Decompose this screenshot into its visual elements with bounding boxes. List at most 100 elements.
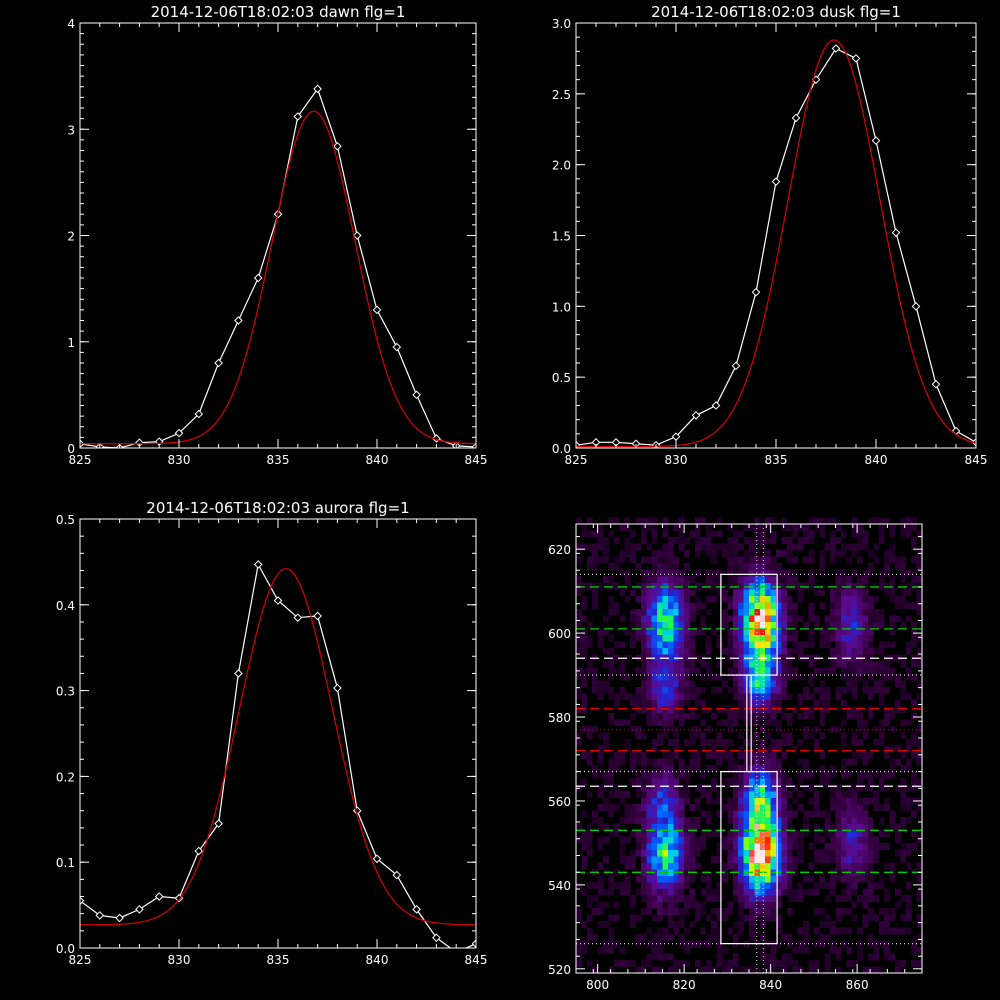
data-point: [771, 177, 781, 186]
data-point: [432, 434, 441, 443]
x-tick-label: 840: [366, 953, 389, 967]
data-line: [80, 562, 476, 948]
plot-area: [80, 84, 476, 448]
line-panel-0: 825 830 835 840 845 0 1 2 3 4 2014-12-06T18:02:03 …: [67, 3, 487, 467]
y-tick-label: 3.0: [552, 17, 571, 31]
y-tick-label: 2.0: [552, 159, 571, 173]
data-point: [731, 361, 741, 371]
data-point: [333, 683, 342, 693]
region-box: [746, 674, 752, 773]
y-tick-label: 0.1: [56, 856, 75, 870]
x-tick-label: 825: [69, 953, 92, 967]
data-point: [194, 409, 204, 419]
data-point: [135, 905, 144, 914]
data-point: [273, 596, 283, 605]
heatmap-cells: [576, 517, 923, 974]
data-point: [471, 939, 476, 948]
plot-frame: [575, 22, 977, 449]
fit-curve: [80, 110, 476, 445]
data-point: [313, 84, 322, 94]
x-tick-label: 845: [965, 453, 988, 467]
y-tick-label: 540: [548, 879, 571, 893]
data-point: [154, 892, 164, 901]
data-point: [372, 305, 382, 315]
y-tick-label: 0.5: [552, 371, 571, 385]
x-tick-label: 835: [765, 453, 788, 467]
data-point: [432, 933, 441, 943]
data-point: [214, 358, 223, 368]
x-tick-label: 860: [846, 978, 869, 992]
data-point: [234, 316, 243, 325]
y-tick-label: 0.5: [56, 513, 75, 527]
x-tick-label: 845: [465, 453, 488, 467]
data-line: [576, 47, 976, 446]
y-tick-label: 620: [548, 543, 571, 557]
x-tick-label: 835: [267, 953, 290, 967]
x-tick-label: 835: [267, 453, 290, 467]
data-point: [871, 136, 881, 145]
y-tick-label: 0.4: [56, 599, 75, 613]
y-tick-label: 1: [67, 336, 75, 350]
fit-curve: [80, 568, 476, 926]
data-point: [372, 854, 382, 864]
data-point: [194, 846, 204, 856]
data-point: [711, 401, 721, 410]
y-tick-label: 2: [67, 230, 75, 244]
y-tick-label: 1.5: [552, 230, 571, 244]
y-tick-label: 3: [67, 123, 75, 137]
data-point: [831, 44, 841, 53]
data-point: [951, 426, 961, 436]
data-point: [392, 342, 402, 352]
y-tick-label: 1.0: [552, 300, 571, 314]
line-panel-1: 825 830 835 840 845 0.0 0.5 1.0 1.5 2.0 2.5 3.0 2014…: [552, 3, 988, 467]
plot-area: [80, 560, 476, 948]
x-tick-label: 800: [586, 978, 609, 992]
y-tick-label: 4: [67, 17, 75, 31]
data-point: [352, 231, 362, 240]
x-tick-label: 840: [366, 453, 389, 467]
data-point: [691, 411, 701, 420]
x-tick-label: 830: [168, 953, 191, 967]
y-tick-label: 560: [548, 795, 571, 809]
data-point: [174, 428, 184, 438]
y-tick-label: 2.5: [552, 88, 571, 102]
line-panel-2: 825 830 835 840 845 0.0 0.1 0.2 0.3 0.4 0.5 2014-12…: [56, 499, 488, 967]
y-tick-label: 0.0: [552, 442, 571, 456]
y-tick-label: 0.0: [56, 942, 75, 956]
data-point: [412, 905, 421, 914]
data-point: [851, 54, 861, 63]
data-point: [80, 896, 85, 906]
x-tick-label: 825: [565, 453, 588, 467]
data-point: [791, 113, 801, 123]
data-point: [333, 141, 342, 151]
plot-area: [576, 39, 976, 448]
data-point: [471, 442, 476, 448]
data-point: [253, 273, 263, 283]
x-tick-label: 845: [465, 953, 488, 967]
data-point: [253, 560, 263, 569]
data-point: [392, 870, 402, 880]
data-point: [751, 287, 761, 297]
data-point: [911, 302, 921, 311]
y-tick-label: 0: [67, 442, 75, 456]
data-point: [313, 611, 322, 621]
plot-frame: [79, 22, 477, 449]
data-point: [293, 613, 303, 622]
data-point: [456, 947, 457, 948]
data-point: [95, 911, 105, 920]
y-tick-label: 580: [548, 711, 571, 725]
data-point: [234, 669, 243, 678]
x-tick-label: 840: [759, 978, 782, 992]
fit-curve: [576, 39, 976, 448]
y-tick-label: 520: [548, 963, 571, 977]
data-point: [931, 379, 941, 389]
heatmap-panel: 800 820 840 860 520 540 560 580 600 620: [548, 517, 923, 992]
panel-title: 2014-12-06T18:02:03 dawn flg=1: [151, 3, 406, 21]
data-point: [891, 228, 901, 237]
y-tick-label: 600: [548, 627, 571, 641]
data-point: [214, 819, 223, 828]
x-tick-label: 840: [865, 453, 888, 467]
y-tick-label: 0.3: [56, 685, 75, 699]
x-tick-label: 825: [69, 453, 92, 467]
